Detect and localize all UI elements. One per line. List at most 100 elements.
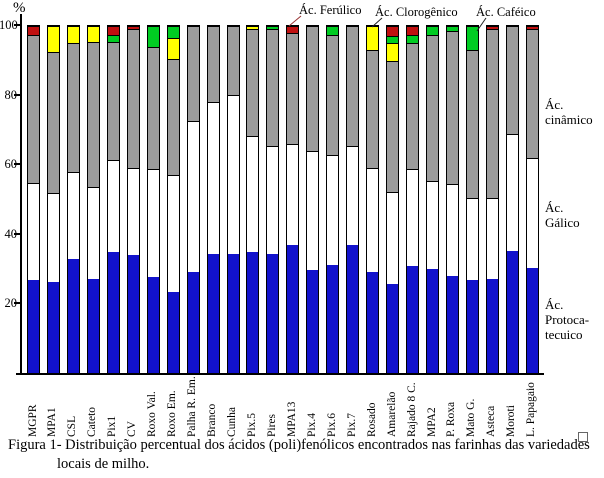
- segment-Ác. Gálico: [386, 191, 400, 284]
- y-tick-mark: [14, 302, 20, 305]
- segment-Ác. cinâmico: [445, 31, 459, 185]
- bar-top-line: [106, 24, 120, 26]
- bar-MGPR: [27, 25, 40, 373]
- segment-Ác. Gálico: [86, 187, 100, 280]
- x-label-Pix.5: Pix.5: [245, 413, 258, 437]
- x-label-Amarelão: Amarelão: [385, 391, 398, 437]
- bar-Rajado 8 C.: [406, 24, 420, 373]
- bar-top-line: [326, 24, 340, 26]
- annotation-Mato G.: Ác. Caféico: [476, 5, 536, 19]
- bar-top-line: [246, 25, 260, 26]
- bar-top-line: [66, 25, 80, 26]
- segment-Ác. Ferúlico: [525, 26, 539, 30]
- bar-Cateto: [86, 25, 100, 373]
- segment-Ác. cinâmico: [366, 50, 380, 168]
- segment-Ác. Gálico: [525, 157, 539, 268]
- segment-Ác. Caféico: [465, 26, 479, 51]
- bar-MPA1: [46, 24, 60, 373]
- bar-MPA2: [426, 24, 439, 373]
- segment-Ác. cinâmico: [525, 29, 539, 158]
- segment-Ác. Gálico: [406, 168, 420, 267]
- segment-Ác. Protocatecuico: [226, 253, 240, 373]
- segment-Ác. Caféico: [266, 25, 280, 30]
- segment-Ác. Gálico: [366, 167, 380, 273]
- bar-top-line: [505, 24, 519, 26]
- segment-Ác. cinâmico: [246, 29, 260, 136]
- x-label-Cateto: Cateto: [86, 406, 99, 437]
- segment-Ác. Caféico: [106, 34, 120, 42]
- segment-Ác. Protocatecuico: [66, 258, 80, 373]
- x-label-Pix.4: Pix.4: [305, 413, 318, 437]
- segment-Ác. Gálico: [206, 102, 220, 254]
- segment-Ác. Ferúlico: [106, 25, 120, 35]
- bar-top-line: [485, 25, 499, 26]
- segment-Ác. Protocatecuico: [246, 251, 260, 373]
- y-tick-mark: [14, 93, 20, 96]
- segment-Ác. Gálico: [186, 121, 200, 272]
- x-label-Roxo Em.: Roxo Em.: [166, 390, 179, 437]
- bar-top-line: [27, 25, 40, 26]
- x-label-Pires: Pires: [265, 414, 278, 437]
- annotation-MPA13: Ác. Ferúlico: [299, 3, 362, 17]
- bar-L. Papagaio: [525, 25, 539, 373]
- bar-top-line: [525, 25, 539, 26]
- x-label-Pix.7: Pix.7: [345, 413, 358, 437]
- bar-top-line: [406, 24, 420, 26]
- bar-top-line: [266, 24, 280, 26]
- segment-Ác. Gálico: [166, 174, 180, 293]
- segment-Ác. Gálico: [46, 192, 60, 282]
- bar-top-line: [226, 25, 240, 26]
- segment-Ác. cinâmico: [406, 43, 420, 169]
- segment-Ác. Protocatecuico: [525, 267, 539, 373]
- bar-top-line: [445, 24, 459, 26]
- segment-Ác. cinâmico: [386, 60, 400, 192]
- segment-Ác. Protocatecuico: [206, 253, 220, 373]
- segment-Ác. Protocatecuico: [485, 279, 499, 373]
- segment-Ác. cinâmico: [106, 41, 120, 160]
- segment-Ác. cinâmico: [286, 32, 300, 144]
- bar-Moroti: [505, 24, 519, 373]
- segment-label-line: Protoca-: [545, 312, 590, 327]
- bar-Pires: [266, 24, 280, 373]
- segment-Ác. Gálico: [445, 184, 459, 277]
- bar-Pix.6: [326, 24, 340, 373]
- segment-Ác. Protocatecuico: [406, 266, 420, 373]
- segment-Ác. Caféico: [166, 26, 180, 39]
- segment-Ác. Ferúlico: [126, 25, 140, 30]
- segment-Ác. cinâmico: [27, 34, 40, 184]
- segment-Ác. Clorogênico: [386, 43, 400, 61]
- segment-Ác. Gálico: [226, 95, 240, 254]
- segment-Ác. Protocatecuico: [505, 250, 519, 373]
- segment-Ác. Gálico: [346, 146, 360, 245]
- bar-Palha R. Em.: [186, 25, 200, 373]
- x-label-L. Papagaio: L. Papagaio: [525, 382, 538, 437]
- segment-Ác. Protocatecuico: [465, 280, 479, 373]
- bar-top-line: [386, 25, 400, 26]
- segment-Ác. Caféico: [406, 34, 420, 44]
- bar-Cunha: [226, 25, 240, 373]
- segment-Ác. Gálico: [326, 155, 340, 266]
- segment-Ác. Ferúlico: [406, 25, 420, 35]
- segment-Ác. Ferúlico: [27, 26, 40, 35]
- segment-Ác. Protocatecuico: [126, 255, 140, 373]
- segment-Ác. Gálico: [66, 172, 80, 259]
- bar-top-line: [166, 25, 180, 27]
- segment-Ác. Protocatecuico: [146, 276, 160, 373]
- x-label-Roxo Val.: Roxo Val.: [146, 391, 159, 437]
- stacked-bar-plot: [21, 24, 543, 373]
- frame-handle-square: [578, 432, 588, 442]
- x-label-MPA2: MPA2: [425, 407, 438, 437]
- segment-label-line: tecuico: [545, 327, 583, 342]
- bar-Pix.5: [246, 25, 260, 373]
- y-tick-mark: [14, 232, 20, 235]
- segment-Ác. Protocatecuico: [46, 281, 60, 373]
- y-axis-line: [20, 14, 22, 375]
- bar-CV: [126, 24, 140, 373]
- figure-caption: Figura 1- Distribuição percentual dos ác…: [8, 436, 593, 474]
- bar-top-line: [346, 25, 360, 26]
- segment-Ác. Protocatecuico: [426, 268, 439, 373]
- segment-Ác. Protocatecuico: [346, 244, 360, 373]
- segment-Ác. Caféico: [386, 36, 400, 44]
- bar-top-line: [126, 24, 140, 26]
